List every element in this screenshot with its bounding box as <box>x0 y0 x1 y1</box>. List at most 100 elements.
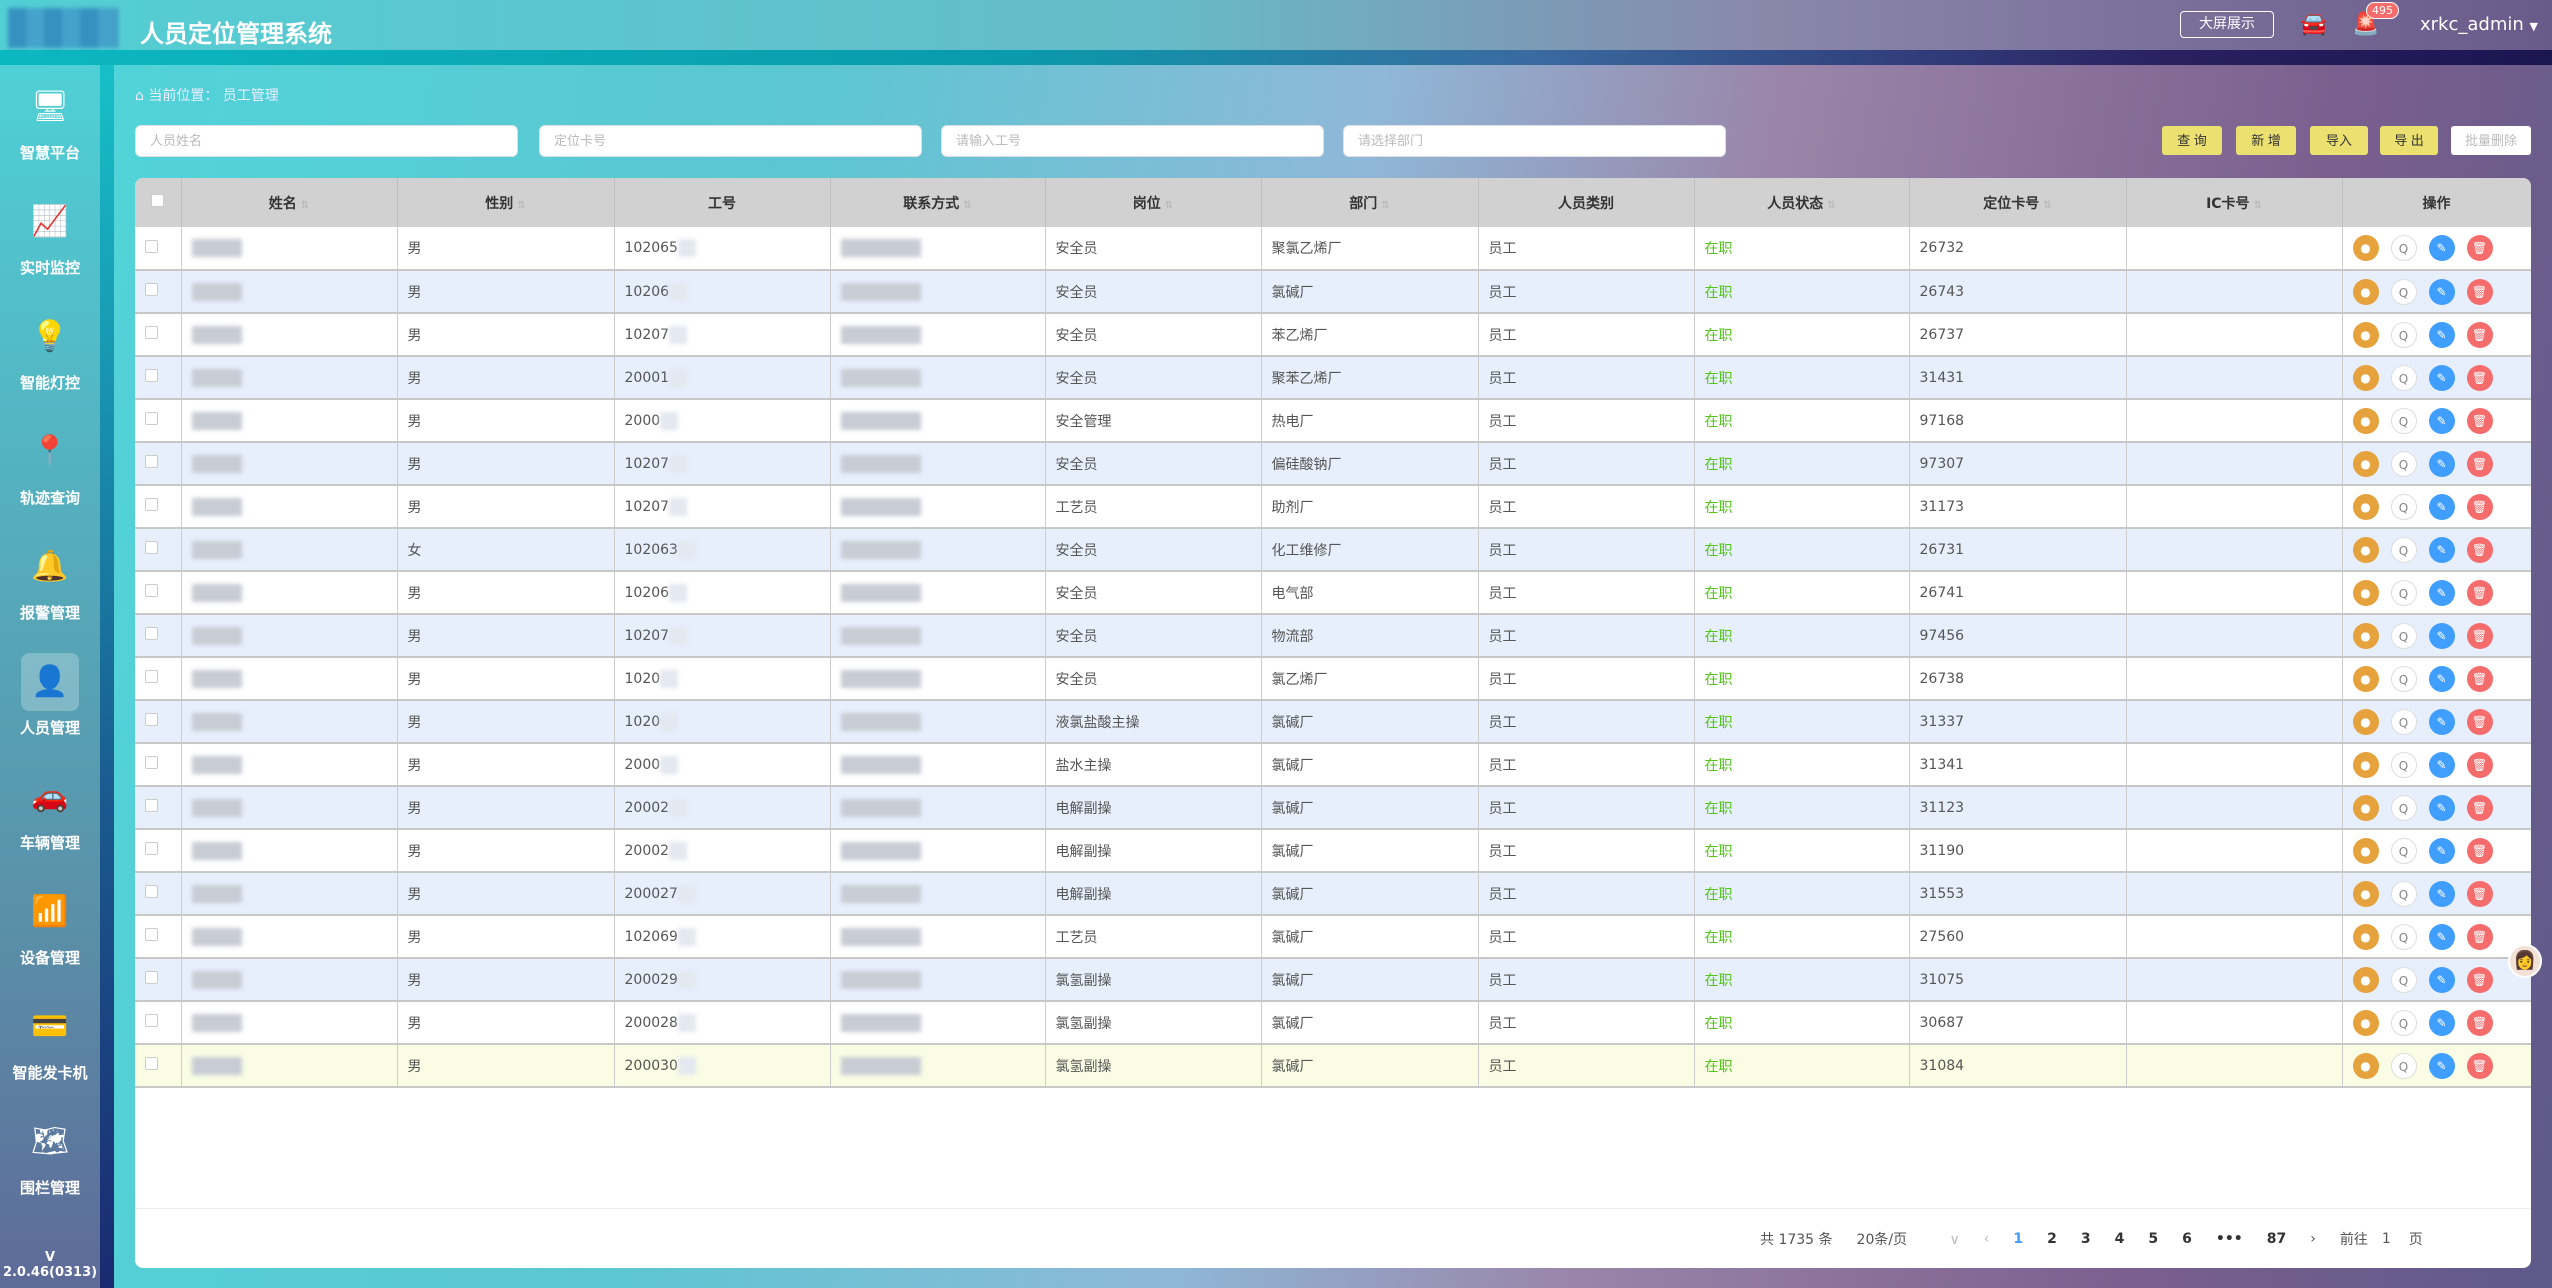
reset-icon[interactable]: ● <box>2352 364 2379 391</box>
edit-icon[interactable]: ✎ <box>2428 579 2455 606</box>
search-icon[interactable]: Q <box>2390 235 2417 261</box>
delete-icon[interactable]: 🗑 <box>2466 235 2493 261</box>
sort-icon[interactable]: ⇅ <box>517 199 526 211</box>
delete-icon[interactable]: 🗑 <box>2466 278 2493 305</box>
search-icon[interactable]: Q <box>2390 665 2417 692</box>
search-icon[interactable]: Q <box>2390 880 2417 907</box>
sidebar-item-8[interactable]: 💳 智能发卡机 <box>0 998 100 1098</box>
page-button[interactable]: 3 <box>2080 1231 2091 1247</box>
reset-icon[interactable]: ● <box>2352 278 2379 305</box>
row-checkbox[interactable] <box>135 915 182 959</box>
sort-icon[interactable]: ⇅ <box>1381 199 1390 211</box>
assistant-avatar[interactable]: 👩 <box>2508 944 2542 978</box>
page-button[interactable]: 4 <box>2114 1231 2125 1247</box>
sort-icon[interactable]: ⇅ <box>300 199 310 211</box>
sidebar-item-6[interactable]: 🚗 车辆管理 <box>0 768 100 868</box>
edit-icon[interactable]: ✎ <box>2428 794 2455 821</box>
edit-icon[interactable]: ✎ <box>2428 321 2455 348</box>
sort-icon[interactable]: ⇅ <box>963 199 972 211</box>
edit-icon[interactable]: ✎ <box>2428 622 2455 649</box>
search-icon[interactable]: Q <box>2390 450 2417 477</box>
delete-icon[interactable]: 🗑 <box>2466 837 2493 864</box>
search-icon[interactable]: Q <box>2390 536 2417 563</box>
reset-icon[interactable]: ● <box>2352 536 2379 563</box>
search-icon[interactable]: Q <box>2390 321 2417 348</box>
export-button[interactable]: 导 出 <box>2380 126 2438 155</box>
column-header[interactable]: 姓名 ⇅ <box>181 178 398 227</box>
reset-icon[interactable]: ● <box>2352 235 2379 261</box>
column-header[interactable]: 定位卡号 ⇅ <box>1909 178 2127 227</box>
reset-icon[interactable]: ● <box>2352 1009 2379 1036</box>
goto-input[interactable]: 1 <box>2381 1231 2391 1247</box>
table-row[interactable]: 女 102063 安全员 化工维修厂 员工 在职 26731 ● Q ✎ 🗑 <box>135 528 2531 572</box>
table-row[interactable]: 男 10207 安全员 苯乙烯厂 员工 在职 26737 ● Q ✎ 🗑 <box>135 313 2531 357</box>
search-icon[interactable]: Q <box>2390 1052 2417 1079</box>
reset-icon[interactable]: ● <box>2352 837 2379 864</box>
sidebar-item-4[interactable]: 🔔 报警管理 <box>0 538 100 638</box>
select-all-checkbox[interactable] <box>135 178 182 227</box>
page-button[interactable]: ••• <box>2215 1231 2243 1247</box>
sort-icon[interactable]: ⇅ <box>2043 199 2052 211</box>
reset-icon[interactable]: ● <box>2352 794 2379 821</box>
table-row[interactable]: 男 200029 氯氢副操 氯碱厂 员工 在职 31075 ● Q ✎ 🗑 <box>135 958 2531 1002</box>
query-button[interactable]: 查 询 <box>2162 126 2222 155</box>
page-button[interactable]: 6 <box>2182 1231 2192 1247</box>
reset-icon[interactable]: ● <box>2352 321 2379 348</box>
table-row[interactable]: 男 10207 安全员 偏硅酸钠厂 员工 在职 97307 ● Q ✎ 🗑 <box>135 442 2531 486</box>
table-row[interactable]: 男 10206 安全员 电气部 员工 在职 26741 ● Q ✎ 🗑 <box>135 571 2531 615</box>
user-menu[interactable]: xrkc_admin ▼ <box>2420 14 2538 35</box>
row-checkbox[interactable] <box>135 442 182 486</box>
row-checkbox[interactable] <box>135 356 182 400</box>
edit-icon[interactable]: ✎ <box>2428 880 2455 907</box>
column-header[interactable]: 操作 <box>2342 178 2531 227</box>
search-icon[interactable]: Q <box>2390 923 2417 950</box>
row-checkbox[interactable] <box>135 227 182 271</box>
sidebar-item-5[interactable]: 👤 人员管理 <box>0 653 100 753</box>
table-row[interactable]: 男 200030 氯氢副操 氯碱厂 员工 在职 31084 ● Q ✎ 🗑 <box>135 1044 2531 1088</box>
table-row[interactable]: 男 102065 安全员 聚氯乙烯厂 员工 在职 26732 ● Q ✎ 🗑 <box>135 227 2531 271</box>
row-checkbox[interactable] <box>135 614 182 658</box>
add-button[interactable]: 新 增 <box>2236 126 2296 155</box>
edit-icon[interactable]: ✎ <box>2428 665 2455 692</box>
search-icon[interactable]: Q <box>2390 278 2417 305</box>
edit-icon[interactable]: ✎ <box>2428 966 2455 993</box>
delete-icon[interactable]: 🗑 <box>2466 966 2493 993</box>
search-icon[interactable]: Q <box>2390 364 2417 391</box>
delete-icon[interactable]: 🗑 <box>2466 493 2493 520</box>
search-icon[interactable]: Q <box>2390 579 2417 606</box>
row-checkbox[interactable] <box>135 270 182 314</box>
sidebar-item-0[interactable]: 🖥 智慧平台 <box>0 78 100 178</box>
edit-icon[interactable]: ✎ <box>2428 493 2455 520</box>
table-row[interactable]: 男 10207 工艺员 助剂厂 员工 在职 31173 ● Q ✎ 🗑 <box>135 485 2531 529</box>
column-header[interactable]: 联系方式 ⇅ <box>830 178 1046 227</box>
delete-icon[interactable]: 🗑 <box>2466 579 2493 606</box>
page-button[interactable]: 87 <box>2266 1231 2287 1247</box>
column-header[interactable]: 岗位 ⇅ <box>1045 178 1262 227</box>
reset-icon[interactable]: ● <box>2352 880 2379 907</box>
edit-icon[interactable]: ✎ <box>2428 837 2455 864</box>
card-input[interactable] <box>539 125 922 157</box>
edit-icon[interactable]: ✎ <box>2428 364 2455 391</box>
table-row[interactable]: 男 1020 液氯盐酸主操 氯碱厂 员工 在职 31337 ● Q ✎ 🗑 <box>135 700 2531 744</box>
row-checkbox[interactable] <box>135 571 182 615</box>
page-size-select[interactable]: 20条/页 ∨ <box>1857 1229 1960 1249</box>
import-button[interactable]: 导入 <box>2310 126 2368 155</box>
row-checkbox[interactable] <box>135 958 182 1002</box>
sidebar-item-2[interactable]: 💡 智能灯控 <box>0 308 100 408</box>
department-select[interactable] <box>1343 125 1726 157</box>
search-icon[interactable]: Q <box>2390 407 2417 434</box>
delete-icon[interactable]: 🗑 <box>2466 450 2493 477</box>
sort-icon[interactable]: ⇅ <box>2253 199 2262 211</box>
delete-icon[interactable]: 🗑 <box>2466 665 2493 692</box>
reset-icon[interactable]: ● <box>2352 751 2379 778</box>
search-icon[interactable]: Q <box>2390 966 2417 993</box>
sidebar-item-9[interactable]: 🗺 围栏管理 <box>0 1113 100 1213</box>
table-row[interactable]: 男 2000 安全管理 热电厂 员工 在职 97168 ● Q ✎ 🗑 <box>135 399 2531 443</box>
search-icon[interactable]: Q <box>2390 794 2417 821</box>
delete-icon[interactable]: 🗑 <box>2466 751 2493 778</box>
table-row[interactable]: 男 200027 电解副操 氯碱厂 员工 在职 31553 ● Q ✎ 🗑 <box>135 872 2531 916</box>
edit-icon[interactable]: ✎ <box>2428 536 2455 563</box>
prev-page-button[interactable]: ‹ <box>1983 1231 1990 1247</box>
row-checkbox[interactable] <box>135 313 182 357</box>
table-row[interactable]: 男 2000 盐水主操 氯碱厂 员工 在职 31341 ● Q ✎ 🗑 <box>135 743 2531 787</box>
